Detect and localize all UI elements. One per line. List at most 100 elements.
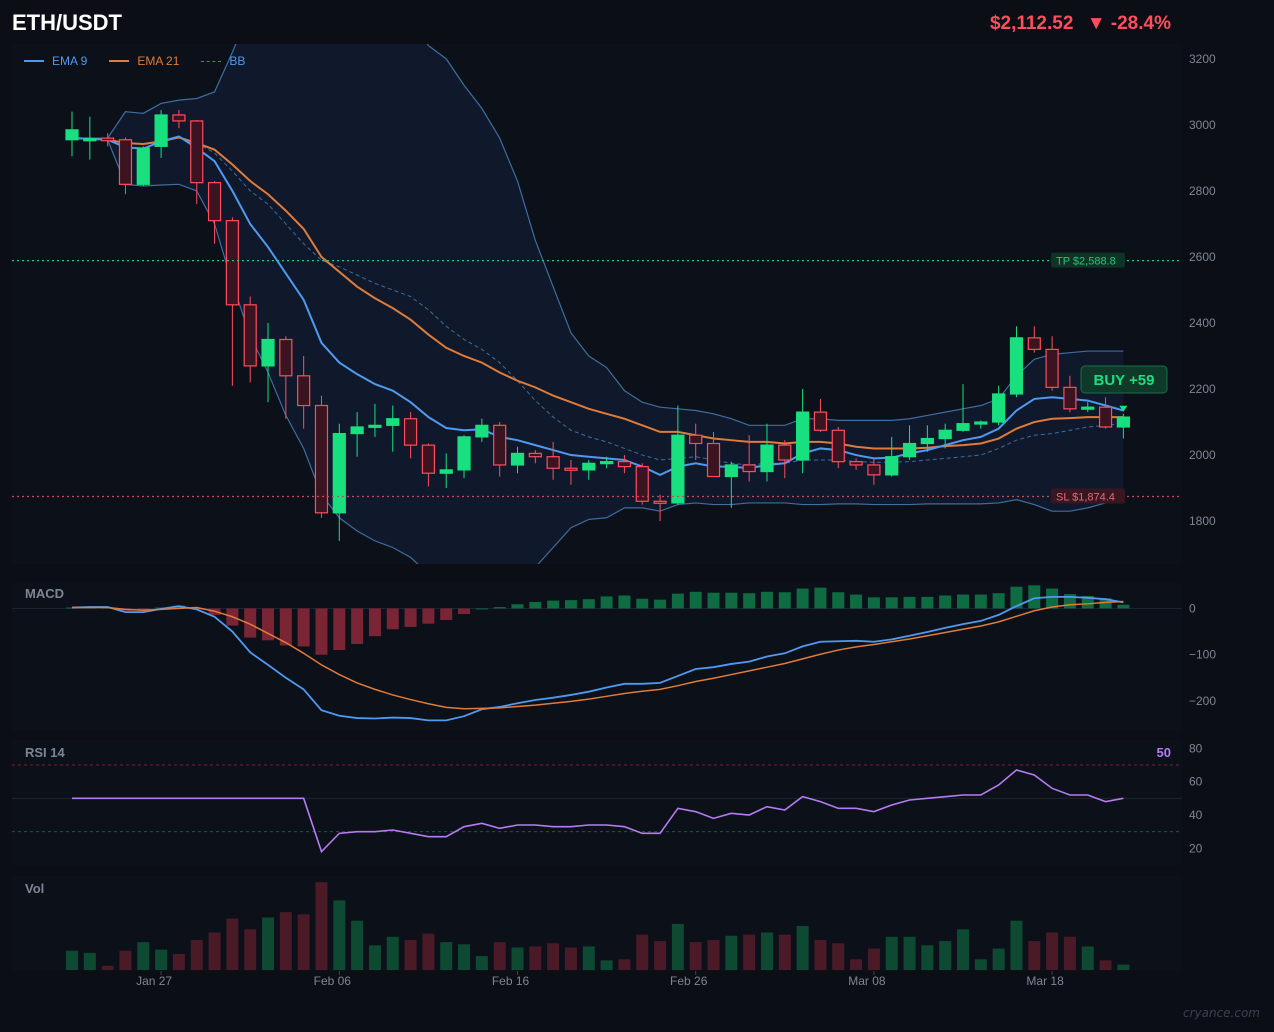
ema9-line xyxy=(71,135,1124,476)
candle[interactable] xyxy=(564,460,578,485)
candle[interactable] xyxy=(421,443,435,487)
candle-body xyxy=(920,437,934,445)
candle[interactable] xyxy=(368,403,382,437)
candle[interactable] xyxy=(635,463,649,505)
candle[interactable] xyxy=(974,420,988,429)
candle[interactable] xyxy=(778,440,792,479)
candle[interactable] xyxy=(65,111,79,157)
candle[interactable] xyxy=(902,425,917,460)
candle[interactable] xyxy=(599,456,614,469)
candle-body xyxy=(724,464,738,478)
candle[interactable] xyxy=(83,116,97,160)
candle[interactable] xyxy=(760,423,774,482)
candle[interactable] xyxy=(956,384,970,432)
candle[interactable] xyxy=(992,385,1006,426)
candle[interactable] xyxy=(617,455,632,474)
candle[interactable] xyxy=(457,435,471,479)
candle[interactable] xyxy=(225,217,239,386)
candle[interactable] xyxy=(1045,336,1059,391)
macd-histogram-bar xyxy=(244,608,257,638)
candle-body xyxy=(65,129,79,141)
candle[interactable] xyxy=(528,450,542,464)
candle[interactable] xyxy=(261,322,275,403)
candle[interactable] xyxy=(742,435,756,482)
legend-ema9[interactable]: EMA 9 xyxy=(24,54,87,68)
volume-bar xyxy=(244,929,257,970)
price-tick-label: 2800 xyxy=(1189,184,1216,198)
volume-bar xyxy=(101,965,114,970)
macd-histogram-bar xyxy=(689,591,702,609)
candle[interactable] xyxy=(831,426,845,469)
x-tick-label: Mar 08 xyxy=(848,974,886,988)
candle[interactable] xyxy=(546,441,560,480)
candle[interactable] xyxy=(1116,413,1130,439)
candle[interactable] xyxy=(297,356,311,429)
volume-bar xyxy=(778,934,791,970)
macd-line xyxy=(71,595,1124,722)
candle[interactable] xyxy=(706,431,721,478)
candle[interactable] xyxy=(920,425,934,452)
candle[interactable] xyxy=(243,296,257,383)
candle[interactable] xyxy=(582,460,596,480)
candle[interactable] xyxy=(867,458,881,485)
candle[interactable] xyxy=(190,119,204,205)
sl-label: SL $1,874.4 xyxy=(1056,492,1115,504)
candle-body xyxy=(403,418,418,446)
candle[interactable] xyxy=(1063,375,1077,413)
candle[interactable] xyxy=(493,422,507,477)
candle[interactable] xyxy=(689,423,703,460)
macd-histogram-bar xyxy=(618,595,631,609)
candle[interactable] xyxy=(1027,326,1041,353)
volume-bar xyxy=(119,950,132,970)
ema21-label: EMA 21 xyxy=(137,54,180,68)
volume-bar xyxy=(885,936,898,970)
candle[interactable] xyxy=(1098,397,1113,429)
candle[interactable] xyxy=(403,412,418,459)
volume-bar xyxy=(440,942,453,970)
candle[interactable] xyxy=(938,423,952,449)
candle[interactable] xyxy=(172,110,186,129)
candle[interactable] xyxy=(207,181,222,244)
candle[interactable] xyxy=(1009,326,1024,398)
candle[interactable] xyxy=(439,453,453,489)
volume-bar xyxy=(155,949,168,970)
candle[interactable] xyxy=(796,389,810,474)
candle[interactable] xyxy=(475,418,489,442)
candle-body xyxy=(101,137,115,142)
candle-body xyxy=(1063,386,1077,410)
candle[interactable] xyxy=(1081,402,1095,413)
candle[interactable] xyxy=(885,436,899,477)
candle-body xyxy=(564,467,578,471)
volume-bar xyxy=(707,940,720,970)
bb-upper-line xyxy=(72,44,1124,426)
candle[interactable] xyxy=(724,461,738,508)
volume-bar xyxy=(547,943,560,970)
macd-histogram-bar xyxy=(172,605,185,609)
candle[interactable] xyxy=(332,423,346,541)
candle[interactable] xyxy=(101,133,115,147)
candle[interactable] xyxy=(314,395,329,518)
candle[interactable] xyxy=(118,137,133,195)
candle[interactable] xyxy=(279,336,293,419)
candle[interactable] xyxy=(350,412,364,457)
volume-bar xyxy=(654,941,667,970)
candle[interactable] xyxy=(386,405,400,452)
candle[interactable] xyxy=(154,110,168,158)
volume-bar xyxy=(796,926,809,970)
buy-signal-badge[interactable] xyxy=(1080,365,1168,394)
candle[interactable] xyxy=(813,398,828,432)
candle[interactable] xyxy=(136,146,150,186)
candle[interactable] xyxy=(653,494,667,522)
legend-ema21[interactable]: EMA 21 xyxy=(109,54,179,68)
candle-body xyxy=(510,452,525,466)
candle-body xyxy=(617,461,632,468)
candle[interactable] xyxy=(510,446,525,474)
volume-bar xyxy=(262,917,275,970)
volume-bar xyxy=(386,936,399,970)
candle[interactable] xyxy=(849,458,863,470)
macd-histogram-bar xyxy=(707,592,720,609)
candle[interactable] xyxy=(671,405,685,505)
legend-bb[interactable]: BB xyxy=(201,54,245,68)
candle-body xyxy=(261,338,275,367)
